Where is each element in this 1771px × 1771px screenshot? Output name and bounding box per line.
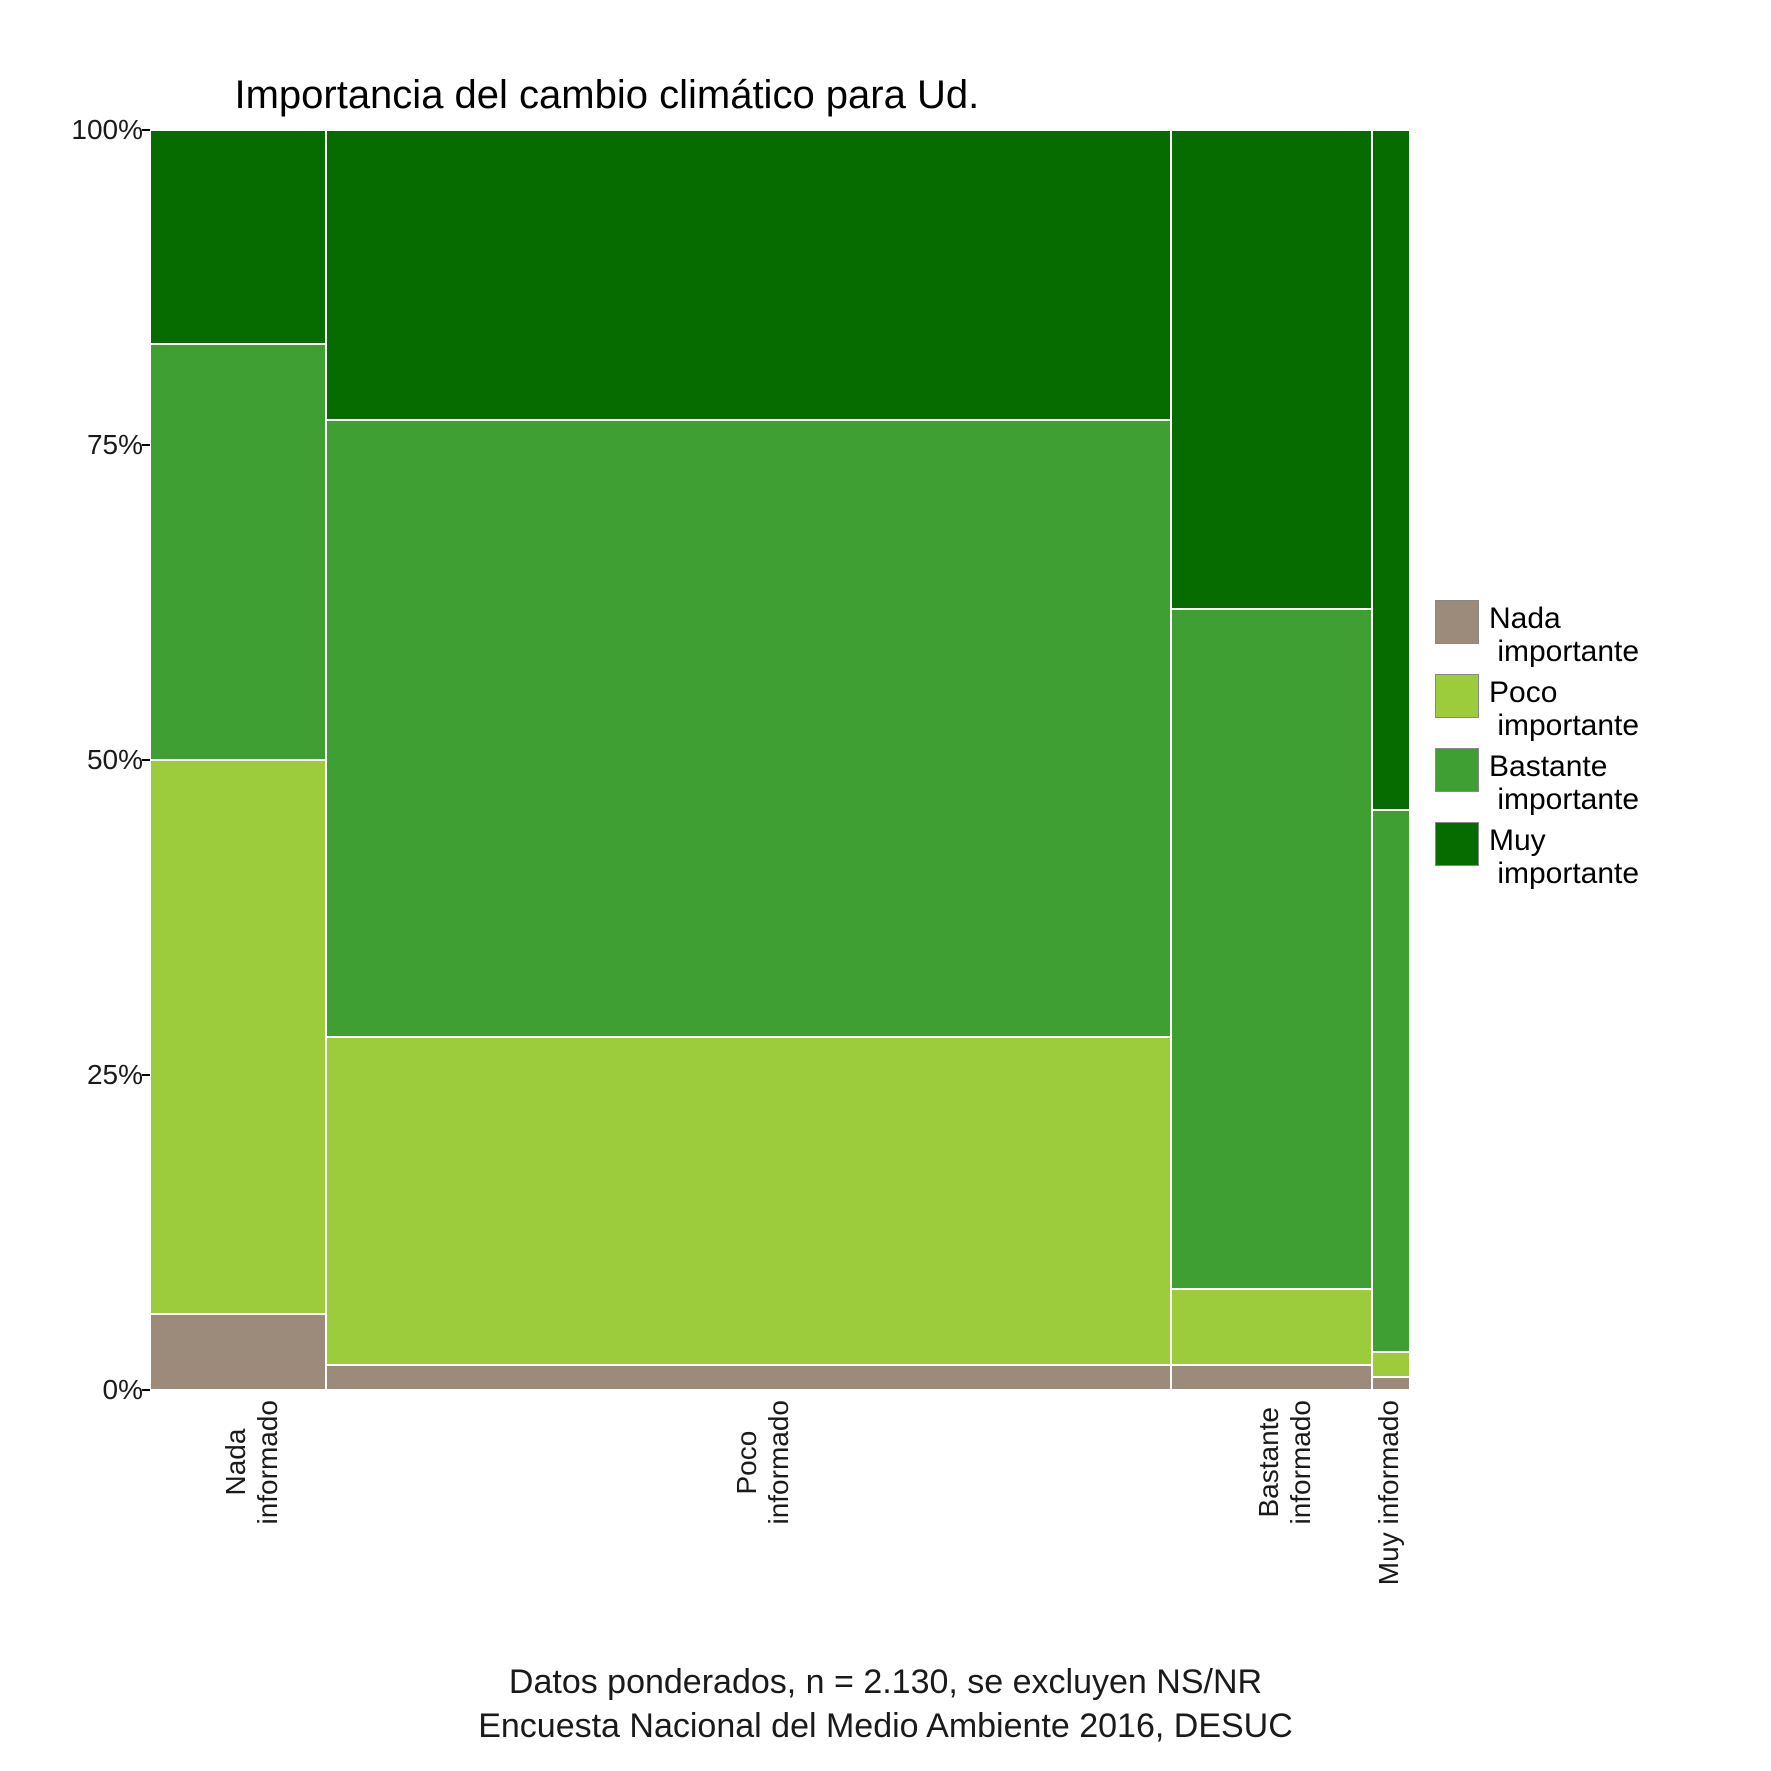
segment-poco-nada_imp — [326, 1365, 1170, 1390]
chart-container: Importancia del cambio climático para Ud… — [0, 0, 1771, 1771]
title-line-1: Importancia del cambio climático para Ud… — [234, 73, 979, 117]
y-tick-label: 0% — [23, 1374, 143, 1406]
segment-muy-nada_imp — [1372, 1377, 1410, 1390]
legend: Nada importantePoco importanteBastante i… — [1435, 600, 1639, 896]
x-label-nada: Nada informado — [220, 1400, 284, 1525]
x-label-muy: Muy informado — [1373, 1400, 1405, 1585]
segment-nada-nada_imp — [150, 1314, 326, 1390]
y-tick-mark — [142, 1389, 150, 1391]
legend-label: Bastante importante — [1489, 748, 1639, 816]
legend-label: Poco importante — [1489, 674, 1639, 742]
segment-nada-poco_imp — [150, 760, 326, 1314]
segment-nada-muy_imp — [150, 130, 326, 344]
legend-item-bast_imp: Bastante importante — [1435, 748, 1639, 816]
plot-area — [150, 130, 1410, 1390]
y-tick-label: 75% — [23, 429, 143, 461]
legend-item-muy_imp: Muy importante — [1435, 822, 1639, 890]
y-tick-mark — [142, 129, 150, 131]
segment-bastante-bast_imp — [1171, 609, 1373, 1289]
segment-bastante-poco_imp — [1171, 1289, 1373, 1365]
legend-swatch — [1435, 748, 1479, 792]
segment-muy-muy_imp — [1372, 130, 1410, 810]
segment-bastante-nada_imp — [1171, 1365, 1373, 1390]
legend-item-nada_imp: Nada importante — [1435, 600, 1639, 668]
segment-muy-poco_imp — [1372, 1352, 1410, 1377]
segment-muy-bast_imp — [1372, 810, 1410, 1352]
y-tick-label: 100% — [23, 114, 143, 146]
caption-line-1: Datos ponderados, n = 2.130, se excluyen… — [509, 1663, 1262, 1701]
legend-item-poco_imp: Poco importante — [1435, 674, 1639, 742]
mosaic-column-bastante — [1171, 130, 1373, 1390]
segment-nada-bast_imp — [150, 344, 326, 760]
segment-poco-muy_imp — [326, 130, 1170, 420]
mosaic-column-poco — [326, 130, 1170, 1390]
mosaic-column-nada — [150, 130, 326, 1390]
y-tick-mark — [142, 759, 150, 761]
caption: Datos ponderados, n = 2.130, se excluyen… — [0, 1660, 1771, 1748]
legend-label: Nada importante — [1489, 600, 1639, 668]
legend-swatch — [1435, 600, 1479, 644]
x-label-poco: Poco informado — [731, 1400, 795, 1525]
legend-swatch — [1435, 822, 1479, 866]
y-tick-label: 50% — [23, 744, 143, 776]
segment-poco-bast_imp — [326, 420, 1170, 1037]
segment-bastante-muy_imp — [1171, 130, 1373, 609]
caption-line-2: Encuesta Nacional del Medio Ambiente 201… — [478, 1707, 1293, 1745]
mosaic-column-muy — [1372, 130, 1410, 1390]
segment-poco-poco_imp — [326, 1037, 1170, 1365]
legend-swatch — [1435, 674, 1479, 718]
x-label-bastante: Bastante informado — [1253, 1400, 1317, 1525]
y-tick-label: 25% — [23, 1059, 143, 1091]
y-tick-mark — [142, 444, 150, 446]
y-tick-mark — [142, 1074, 150, 1076]
legend-label: Muy importante — [1489, 822, 1639, 890]
